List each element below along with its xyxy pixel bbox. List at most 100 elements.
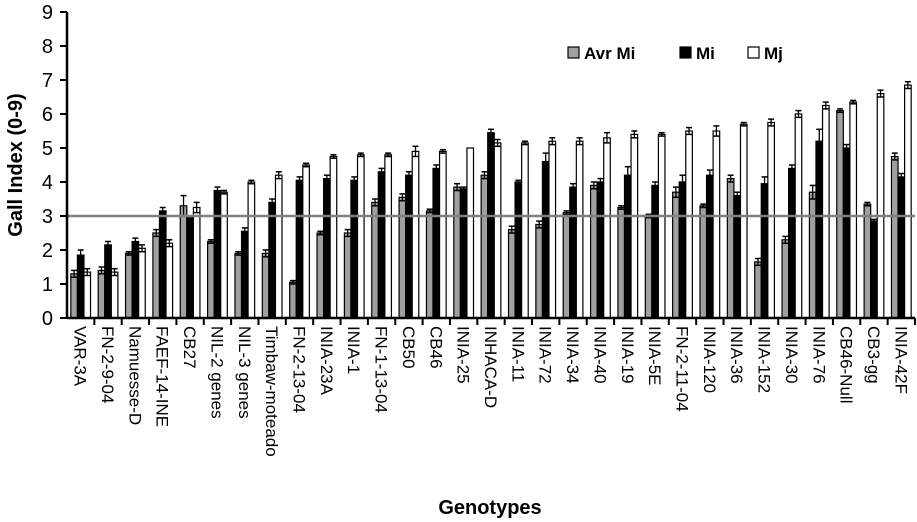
bar-avr-mi — [617, 206, 626, 319]
bar-avr-mi — [672, 191, 680, 319]
bar-avr-mi — [207, 240, 215, 319]
bar-mj — [138, 247, 146, 319]
x-tick-label: FN-2-11-04 — [672, 326, 691, 412]
bar-mj — [329, 155, 338, 319]
legend-swatch — [679, 46, 692, 59]
x-tick-label: INIA-25 — [454, 326, 473, 384]
bar-avr-mi — [289, 281, 297, 319]
bar-avr-mi — [507, 229, 516, 319]
y-tick-label: 9 — [42, 2, 53, 24]
y-tick-label: 4 — [42, 172, 53, 194]
bar-mi — [459, 188, 468, 319]
bar-mj — [739, 123, 748, 319]
bar-mi — [295, 179, 304, 319]
x-tick-label: INIA-1 — [344, 326, 363, 374]
bar-mi — [350, 179, 359, 319]
x-tick-label: CB27 — [180, 326, 199, 369]
y-tick-label: 8 — [42, 36, 53, 58]
y-axis-label: Gall Index (0-9) — [5, 93, 27, 236]
bar-mj — [302, 164, 310, 319]
bar-mi — [705, 174, 714, 319]
bar-mj — [356, 154, 365, 319]
y-tick-label: 0 — [42, 308, 53, 330]
bar-avr-mi — [890, 155, 899, 319]
legend: Avr Mi Mi Mj — [567, 44, 783, 63]
bar-avr-mi — [70, 273, 78, 319]
x-tick-label: INIA-40 — [590, 326, 609, 384]
bar-mj — [220, 191, 228, 319]
bar-mj — [904, 84, 912, 319]
x-tick-label: INIA-11 — [508, 326, 527, 382]
bar-mj — [575, 140, 584, 319]
bar-mj — [274, 174, 283, 319]
y-tick-label: 2 — [42, 240, 53, 262]
bar-mi — [487, 132, 495, 319]
x-tick-label: CB46 — [426, 326, 445, 369]
x-tick-label: INIA-30 — [782, 326, 801, 384]
bar-mj — [466, 147, 475, 319]
bar-avr-mi — [699, 205, 708, 319]
bar-avr-mi — [836, 109, 844, 319]
bar-avr-mi — [371, 201, 379, 319]
bar-mi — [651, 184, 660, 319]
bar-mj — [110, 271, 119, 319]
bar-avr-mi — [754, 261, 762, 319]
x-tick-label: VAR-3A — [71, 326, 90, 387]
bar-avr-mi — [261, 252, 270, 319]
bar-mj — [685, 130, 693, 319]
bar-mj — [165, 242, 174, 319]
bar-mj — [849, 101, 858, 319]
y-tick-label: 7 — [42, 70, 53, 92]
bar-avr-mi — [726, 178, 735, 319]
plot-area: VAR-3A FN-2-9-04 Namuesse-D FAEF-14-INE CB27… — [42, 2, 916, 457]
x-tick-label: FN-1-13-04 — [372, 326, 391, 413]
y-tick-label: 6 — [42, 104, 53, 126]
x-tick-label: Namuesse-D — [125, 326, 144, 425]
x-tick-label: INIA-23A — [317, 326, 336, 396]
bar-mi — [596, 181, 605, 319]
bar-mi — [213, 189, 222, 319]
x-tick-label: INHACA-D — [481, 326, 500, 408]
bar-mi — [678, 181, 687, 319]
x-tick-label: INIA-76 — [809, 326, 828, 384]
x-tick-label: CB50 — [399, 326, 418, 369]
bar-avr-mi — [124, 252, 133, 319]
legend-swatch — [567, 46, 580, 59]
bar-mi — [842, 147, 851, 319]
bar-mj — [521, 142, 529, 319]
bar-avr-mi — [644, 215, 653, 319]
bar-mi — [788, 167, 796, 319]
bar-avr-mi — [562, 212, 571, 319]
bar-mi — [377, 171, 386, 319]
bar-mi — [815, 140, 824, 319]
bar-mi — [569, 186, 577, 319]
bar-mi — [514, 181, 523, 319]
bar-mi — [733, 195, 742, 319]
bar-mj — [192, 206, 201, 319]
bar-avr-mi — [863, 203, 872, 319]
bar-mj — [411, 150, 420, 319]
bar-avr-mi — [589, 184, 598, 319]
bar-mj — [630, 133, 639, 319]
bar-mi — [76, 254, 85, 319]
x-tick-label: NIL-3 genes — [235, 326, 254, 419]
bar-mj — [493, 142, 502, 319]
bar-mj — [603, 137, 611, 319]
bar-mi — [870, 220, 878, 319]
bar-avr-mi — [97, 269, 106, 319]
bar-mj — [657, 133, 666, 319]
legend-label: Avr Mi — [584, 44, 635, 63]
x-tick-label: Timbaw-moteado — [262, 326, 281, 457]
bar-avr-mi — [535, 223, 544, 319]
bar-avr-mi — [453, 186, 461, 319]
bar-mi — [897, 176, 906, 319]
bar-avr-mi — [316, 232, 325, 319]
legend-swatch — [747, 46, 760, 59]
y-tick-label: 1 — [42, 274, 53, 296]
bar-mj — [876, 92, 885, 319]
bar-mi — [240, 230, 249, 319]
legend-label: Mi — [696, 44, 715, 63]
bar-mi — [186, 217, 194, 319]
x-tick-label: NIL-2 genes — [207, 326, 226, 419]
